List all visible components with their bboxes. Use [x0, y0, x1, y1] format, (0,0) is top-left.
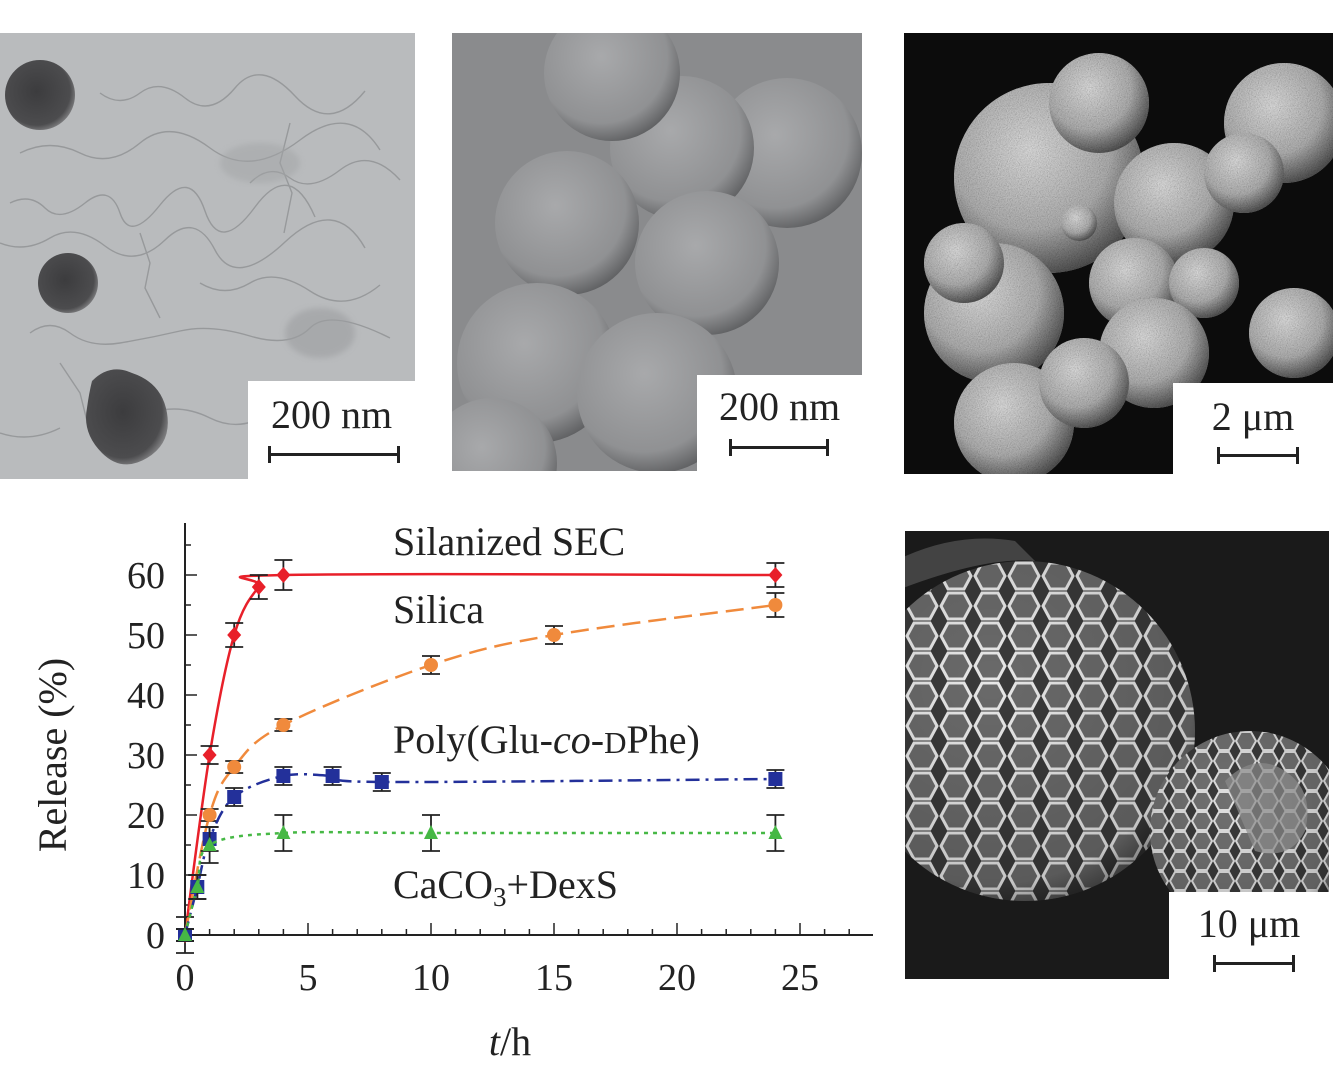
- tem-scale-label: 200 nm: [270, 392, 393, 437]
- data-point: [276, 769, 291, 783]
- data-point: [424, 658, 438, 672]
- y-tick-label: 0: [146, 915, 165, 957]
- data-point: [227, 627, 242, 643]
- tem-scale-box: 200 nm: [248, 381, 415, 479]
- sem-particles-image: [904, 33, 1333, 474]
- data-point: [251, 579, 266, 595]
- data-point: [202, 808, 217, 822]
- sem-spheres-panel: 200 nm: [452, 33, 862, 471]
- sem-2-scale-box: 2 μm: [1173, 383, 1333, 474]
- data-point: [768, 567, 783, 583]
- y-axis-label: Release (%): [30, 658, 75, 852]
- data-point: [374, 775, 389, 789]
- y-tick-label: 20: [127, 795, 165, 837]
- x-tick-label: 15: [535, 957, 573, 999]
- data-point: [768, 825, 783, 839]
- sem-shells-panel: 10 μm: [905, 531, 1329, 979]
- data-point: [768, 772, 783, 786]
- x-tick-label: 25: [781, 957, 819, 999]
- x-tick-label: 0: [176, 957, 195, 999]
- data-point: [227, 790, 242, 804]
- data-point: [202, 747, 217, 763]
- y-tick-label: 30: [127, 735, 165, 777]
- data-point: [190, 879, 205, 893]
- series-label-caco3-dexs: CaCO3+DexS: [393, 862, 618, 912]
- x-tick-label: 10: [412, 957, 450, 999]
- y-tick-label: 10: [127, 855, 165, 897]
- sem-2-scale-label: 2 μm: [1211, 394, 1295, 439]
- series-label-poly-glu-co-dphe: Poly(Glu-co-DPhe): [393, 717, 700, 762]
- sem-1-scale-bar: [729, 439, 829, 456]
- sem-3-scale-box: 10 μm: [1169, 892, 1329, 979]
- tem-scale-bar: [268, 446, 400, 463]
- sem-particles-panel: 2 μm: [904, 33, 1333, 474]
- y-tick-label: 60: [127, 555, 165, 597]
- data-point: [547, 628, 561, 642]
- sem-1-scale-label: 200 nm: [718, 384, 841, 429]
- sem-1-scale-box: 200 nm: [697, 375, 862, 471]
- series-line-1: [183, 603, 776, 936]
- data-point: [227, 760, 242, 774]
- series-label-silanized-sec: Silanized SEC: [393, 519, 625, 564]
- data-point: [768, 598, 783, 612]
- y-tick-label: 50: [127, 615, 165, 657]
- sem-3-scale-label: 10 μm: [1197, 901, 1301, 946]
- data-point: [424, 825, 438, 839]
- data-point: [325, 769, 340, 783]
- series-label-silica: Silica: [393, 587, 484, 632]
- sem-2-scale-bar: [1217, 447, 1299, 464]
- series-line-3: [183, 830, 776, 936]
- data-point: [276, 718, 291, 732]
- data-point: [202, 837, 217, 851]
- tem-micrograph-image: [0, 33, 415, 479]
- x-axis-label: t/h: [489, 1019, 531, 1064]
- sem-3-scale-bar: [1213, 955, 1295, 972]
- x-tick-label: 20: [658, 957, 696, 999]
- y-tick-label: 40: [127, 675, 165, 717]
- tem-micrograph-panel: 200 nm: [0, 33, 415, 479]
- x-tick-label: 5: [299, 957, 318, 999]
- data-point: [178, 927, 192, 941]
- data-point: [276, 825, 291, 839]
- release-chart: 0 5 10 15 20 25 0 10 20 30 40 50 60 t/h Release (%) Sil…: [30, 519, 873, 1064]
- data-point: [276, 567, 291, 583]
- series-line-2: [183, 772, 776, 936]
